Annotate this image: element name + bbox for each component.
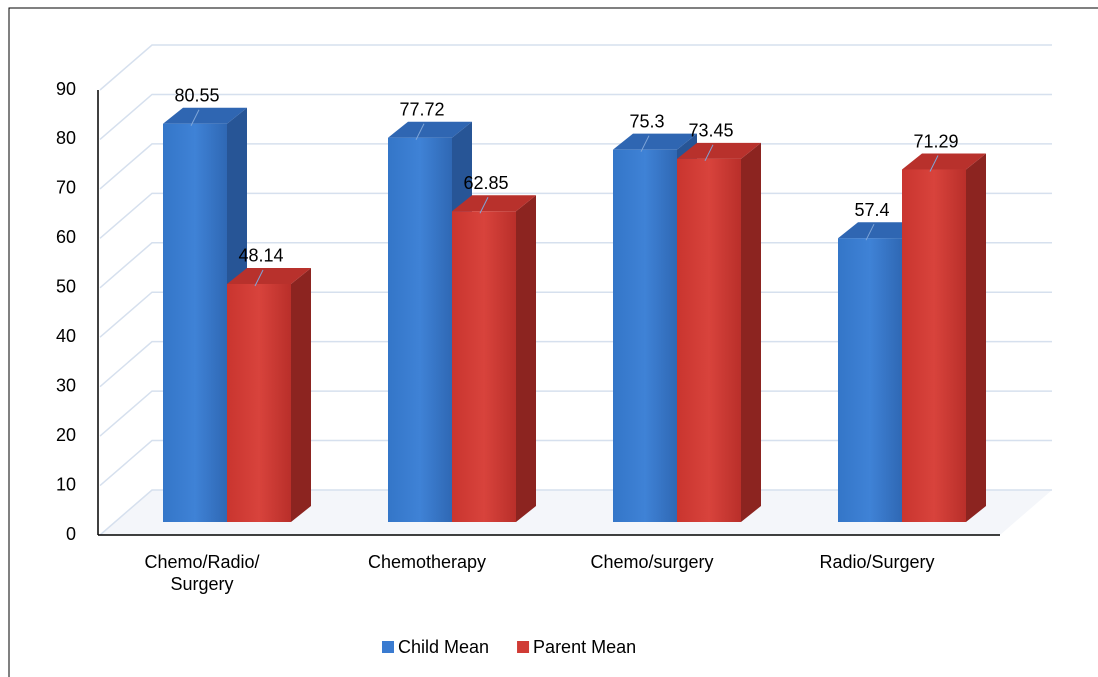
y-tick-label: 40	[56, 326, 76, 346]
value-label: 75.3	[629, 111, 664, 131]
bar-top	[163, 107, 247, 124]
bar	[902, 169, 966, 522]
value-label: 62.85	[463, 173, 508, 193]
x-tick-label: Radio/Surgery	[819, 552, 935, 572]
x-tick-label-box: Chemo/Radio/ Surgery	[144, 552, 260, 594]
leader-line	[929, 155, 939, 172]
value-label: 71.29	[913, 131, 958, 151]
bar	[677, 158, 741, 522]
bar-top	[902, 153, 986, 170]
y-tick-label: 10	[56, 474, 76, 494]
y-tick-label: 0	[66, 524, 76, 544]
floor	[100, 490, 1052, 535]
bar-side	[741, 142, 761, 522]
value-label: 77.72	[399, 99, 444, 119]
x-tick-label-box: Chemotherapy	[367, 552, 487, 572]
leader-line	[190, 109, 200, 126]
bar-side	[516, 195, 536, 522]
bar-side	[291, 267, 311, 522]
y-tick-label: 30	[56, 375, 76, 395]
leader-line	[640, 135, 650, 152]
x-tick-label: Chemo/surgery	[590, 552, 714, 572]
bar	[388, 137, 452, 522]
bar-top	[613, 133, 697, 150]
leader-line	[254, 269, 264, 287]
frame	[8, 7, 1098, 677]
bar-side	[966, 153, 986, 522]
bar-top	[227, 267, 311, 284]
y-tick-label: 90	[56, 79, 76, 99]
legend-swatch	[382, 641, 394, 653]
y-tick-label: 70	[56, 178, 76, 198]
bar-top	[677, 142, 761, 159]
bar	[452, 211, 516, 522]
leader-line	[415, 123, 425, 140]
grid-line	[99, 44, 1052, 91]
bar	[163, 123, 227, 522]
x-tick-label-box: Chemo/surgery	[590, 552, 714, 572]
y-tick-label: 80	[56, 128, 76, 148]
y-tick-label: 20	[56, 425, 76, 445]
leader-line	[865, 223, 875, 241]
legend-label: Parent Mean	[533, 637, 636, 657]
bar	[613, 149, 677, 522]
y-tick-label: 60	[56, 227, 76, 247]
value-label: 48.14	[238, 246, 283, 266]
value-label: 80.55	[174, 85, 219, 105]
x-tick-label: Chemotherapy	[367, 552, 487, 572]
y-tick-label: 50	[56, 277, 76, 297]
leader-line	[704, 144, 714, 162]
x-tick-label-box: Radio/Surgery	[819, 552, 935, 572]
value-label: 73.45	[688, 121, 733, 141]
legend-swatch	[517, 641, 530, 653]
value-label: 57.4	[854, 200, 889, 220]
x-tick-label: Chemo/Radio/ Surgery	[144, 552, 260, 594]
leader-line	[479, 197, 489, 214]
bar-top	[452, 195, 536, 212]
bar	[227, 283, 291, 522]
bar	[838, 238, 902, 522]
bar-top	[388, 121, 472, 138]
grid-line	[99, 93, 1052, 141]
legend-label: Child Mean	[398, 637, 489, 657]
bar-top	[838, 222, 922, 239]
